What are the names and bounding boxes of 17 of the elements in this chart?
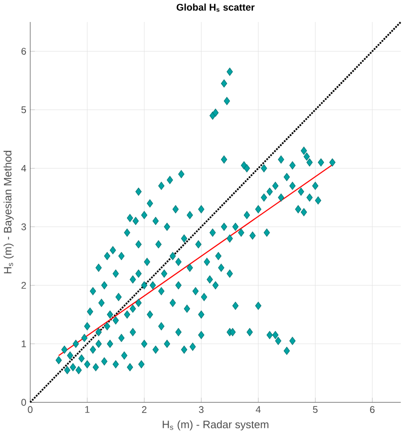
y-tick-label: 1 (22, 340, 26, 348)
x-tick-label: 6 (370, 406, 375, 413)
y-tick-label: 6 (22, 48, 26, 55)
chart-title: Global H$_{s}$ scatter (176, 4, 255, 12)
x-tick-label: 5 (313, 406, 318, 413)
x-axis-title: H$_{s}$ (m) - Radar system (162, 420, 269, 430)
y-tick-label: 5 (22, 106, 26, 114)
y-tick-label: 4 (21, 164, 26, 172)
x-tick-label: 0 (28, 406, 33, 413)
x-tick-label: 3 (199, 406, 204, 413)
x-tick-label: 1 (85, 406, 90, 413)
y-axis-title: H$_{s}$ (m) - Bayesian Method (4, 150, 14, 274)
y-tick-label: 2 (22, 282, 26, 289)
y-tick-label: 3 (22, 223, 26, 230)
y-tick-label: 0 (22, 398, 26, 406)
x-tick-label: 4 (256, 406, 261, 413)
x-tick-label: 2 (142, 406, 147, 413)
